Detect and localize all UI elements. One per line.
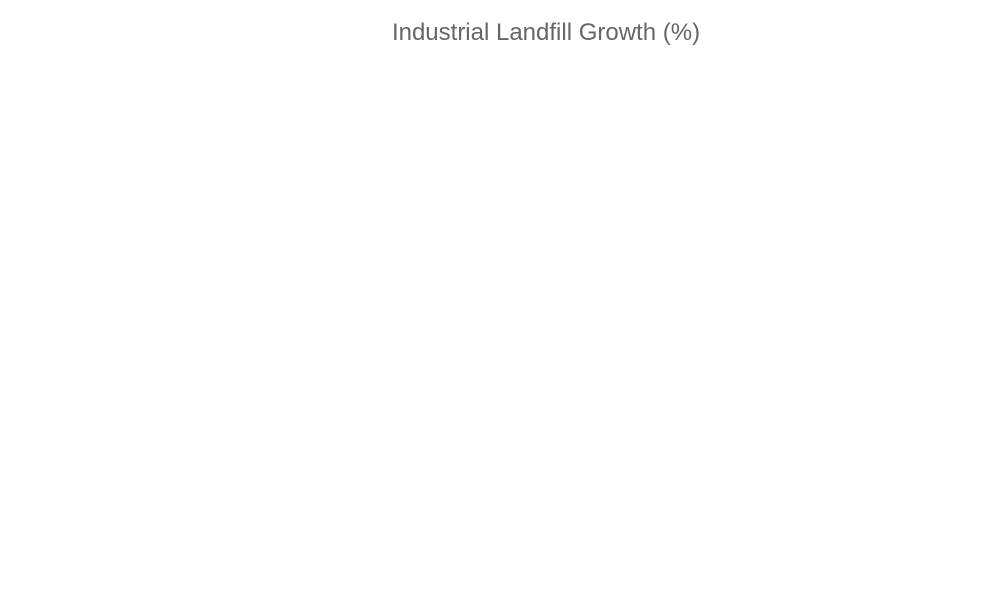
legend[interactable]: Industrial Landfill Growth (%) xyxy=(0,18,1000,47)
legend-label: Industrial Landfill Growth (%) xyxy=(391,18,701,46)
